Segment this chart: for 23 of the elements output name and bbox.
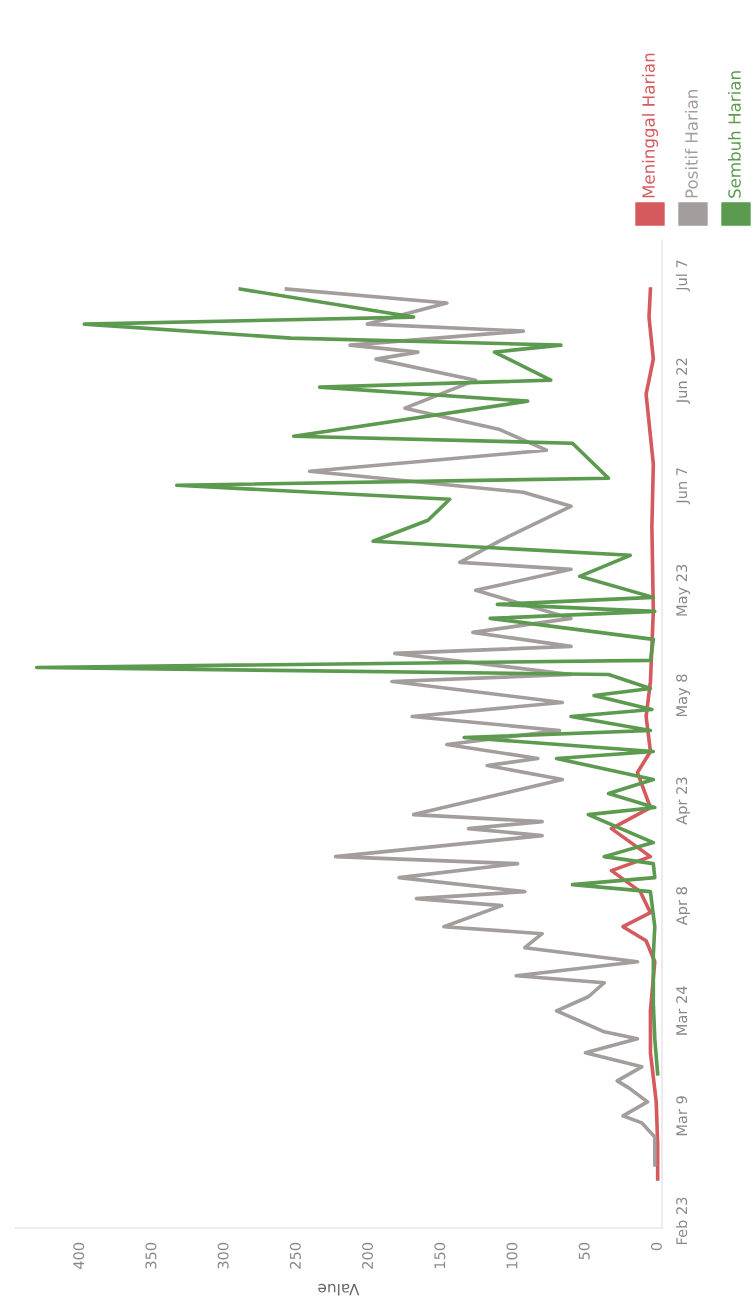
x-tick-label: 100 (506, 1242, 518, 1269)
text: Sembuh Harian (727, 71, 741, 198)
text: Meninggal Harian (641, 53, 659, 198)
y-tick-label: Apr 8 (676, 887, 690, 926)
y-tick-label: Feb 23 (675, 1197, 688, 1245)
y-tick-label: Mar 9 (676, 1096, 688, 1136)
x-axis-title: Value (318, 1283, 360, 1296)
x-tick-label: 400 (73, 1242, 85, 1270)
x-tick-label: 150 (434, 1242, 446, 1269)
x-tick-label: 250 (289, 1242, 301, 1269)
x-tick-label: 0 (650, 1242, 662, 1251)
text: Positif Harian (684, 90, 698, 198)
y-tick-label: Jul 7 (675, 260, 690, 292)
y-tick-label: Jun 22 (676, 358, 690, 404)
x-tick-label: 350 (145, 1242, 157, 1269)
y-tick-label: Apr 23 (676, 777, 690, 825)
y-tick-label: May 8 (676, 674, 690, 717)
y-tick-label: Jun 7 (676, 468, 690, 505)
y-tick-label: Mar 24 (676, 986, 688, 1035)
x-tick-label: 200 (362, 1242, 374, 1269)
x-tick-label: 50 (578, 1242, 590, 1260)
y-tick-label: May 23 (676, 564, 690, 616)
x-tick-label: 300 (217, 1242, 229, 1269)
